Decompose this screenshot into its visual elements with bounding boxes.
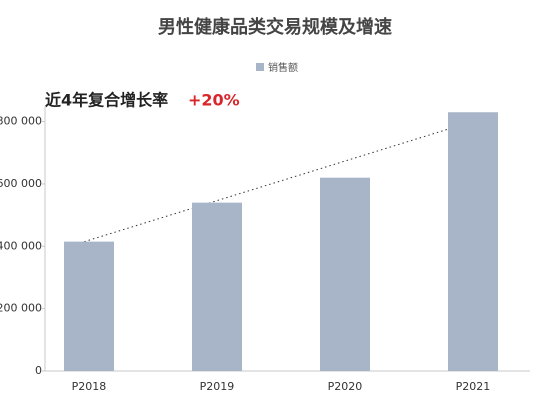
annotation-highlight: +20% [188,91,240,110]
legend-swatch [256,63,264,71]
bar [320,177,370,371]
y-tick-label: 800 000 [0,115,42,128]
x-tick-label: P2018 [72,380,107,393]
bar [192,202,242,371]
x-tick-label: P2021 [456,380,491,393]
x-tick-label: P2020 [328,380,363,393]
y-tick-label: 0 [35,364,42,377]
y-tick-label: 600 000 [0,177,42,190]
y-tick-label: 400 000 [0,239,42,252]
trend-line [79,122,469,244]
bar [64,241,114,371]
x-tick-label: P2019 [200,380,235,393]
bar [448,112,498,371]
legend-label: 销售额 [268,61,298,74]
chart-title: 男性健康品类交易规模及增速 [158,16,392,38]
y-tick-label: 200 000 [0,302,42,315]
annotation: 近4年复合增长率 [45,91,168,110]
